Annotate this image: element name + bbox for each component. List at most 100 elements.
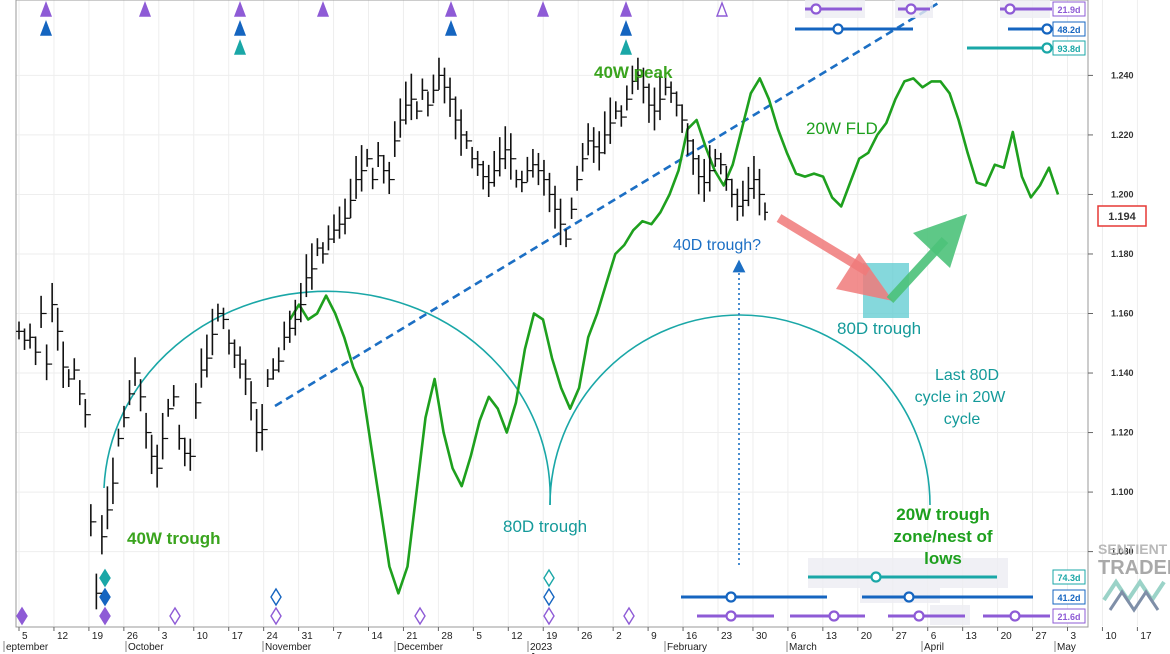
y-tick-label: 1.140 [1111,368,1134,378]
x-tick-label: 3 [1071,631,1077,642]
cycle-arcs [103,290,931,506]
price-bars [16,57,768,610]
x-tick-label: 23 [721,631,733,642]
cycle-length-badge [1052,1,1086,17]
x-tick-label: 10 [1105,631,1117,642]
cycle-trough-marker [99,568,111,588]
cycle-peak-marker [39,1,53,17]
peak-40w-label: 40W peak [594,63,673,82]
cycle-peak-marker [316,1,330,17]
cycle-length-badge [1052,569,1086,585]
x-tick-label: 27 [1036,631,1048,642]
x-tick-label: 27 [896,631,908,642]
cycle-length-text: 41.2d [1057,593,1080,603]
fld-line [288,77,1060,595]
cycle-length-text: 21.9d [1057,5,1080,15]
x-tick-label: 9 [651,631,657,642]
x-tick-label: 17 [232,631,244,642]
y-tick-label: 1.080 [1111,547,1134,557]
arc-80d-left-1 [103,290,551,506]
x-tick-label: 12 [511,631,523,642]
x-month-label: January [530,652,566,654]
projection-center [828,610,840,622]
projection-center [725,591,737,603]
x-tick-label: 24 [267,631,279,642]
cycle-peak-marker [619,39,633,55]
x-tick-label: 5 [22,631,28,642]
projection-center [1009,610,1021,622]
cycle-length-badge [1052,608,1086,624]
x-tick-label: 16 [686,631,698,642]
cycle-length-text: 93.8d [1057,44,1080,54]
x-tick-label: 20 [861,631,873,642]
fld-label: 20W FLD [806,119,878,138]
watermark-line1: SENTIENT [1098,541,1168,557]
x-tick-label: 19 [546,631,558,642]
x-tick-label: 20 [1001,631,1013,642]
projection-center [832,23,844,35]
cycle-trough-marker [543,587,555,607]
watermark-logo: SENTIENT TRADER [1098,541,1170,613]
x-tick-label: 7 [337,631,343,642]
x-tick-label: 6 [931,631,937,642]
trough-80d-right-label: 80D trough [837,319,921,338]
cycle-trough-marker [543,568,555,588]
trough-40d-label: 40D trough? [673,237,761,254]
x-tick-label: 30 [756,631,768,642]
arc-80d-right [549,314,931,506]
cycle-length-badge [1052,21,1086,37]
cycle-length-text: 48.2d [1057,25,1080,35]
grid-lines [16,0,1138,626]
x-tick-label: 31 [302,631,314,642]
top-cycle-markers [39,1,729,55]
projection-center [1041,23,1053,35]
x-axis: 5 12 19 26 3 10 17 24 31 7 14 21 28 5 12 19 26 2 9 16 23 30 6 1… [3,626,1152,654]
x-month-label: November [265,642,312,653]
x-month-label: October [128,642,164,653]
last-80d-line3: cycle [944,411,981,428]
x-tick-label: 28 [441,631,453,642]
x-tick-label: 21 [406,631,418,642]
cycle-peak-marker [444,1,458,17]
cycle-peak-marker [233,20,247,36]
x-month-label: 2023 [530,642,553,653]
x-tick-label: 6 [791,631,797,642]
x-month-label: February [667,642,707,653]
cycle-trough-marker [270,587,282,607]
cycle-peak-marker [619,20,633,36]
cycle-trough-marker [270,606,282,626]
x-month-label: eptember [6,642,49,653]
x-tick-label: 13 [966,631,978,642]
cycle-length-text: 74.3d [1057,573,1080,583]
cycle-trough-marker [16,606,28,626]
x-tick-label: 17 [1140,631,1152,642]
up-arrow-head [913,214,967,268]
current-price-value: 1.194 [1108,211,1136,223]
watermark-mark [1102,578,1166,604]
cycle-peak-marker [444,20,458,36]
trough-20w-line2: zone/nest of [893,527,993,546]
cycle-peak-marker [536,1,550,17]
x-tick-label: 5 [476,631,482,642]
x-tick-label: 26 [581,631,593,642]
projection-center [903,591,915,603]
x-tick-label: 13 [826,631,838,642]
cycle-badges: 21.9d 48.2d 93.8d 74.3d 41.2d 21.6d [681,0,1086,625]
trough-20w-line3: lows [924,549,962,568]
y-tick-label: 1.200 [1111,189,1134,199]
watermark-mark-2 [1108,589,1160,613]
cycle-length-text: 21.6d [1057,612,1080,622]
y-tick-label: 1.120 [1111,428,1134,438]
x-month-label: May [1057,642,1076,653]
trough-80d-left-label: 80D trough [503,517,587,536]
x-month-label: March [789,642,817,653]
trough-20w-line1: 20W trough [896,505,990,524]
cycle-peak-marker [138,1,152,17]
projection-center [870,571,882,583]
cycle-trough-marker [623,606,635,626]
y-tick-label: 1.100 [1111,487,1134,497]
cycle-peak-marker [233,1,247,17]
cycle-trough-marker [543,606,555,626]
cycle-trough-marker [99,587,111,607]
